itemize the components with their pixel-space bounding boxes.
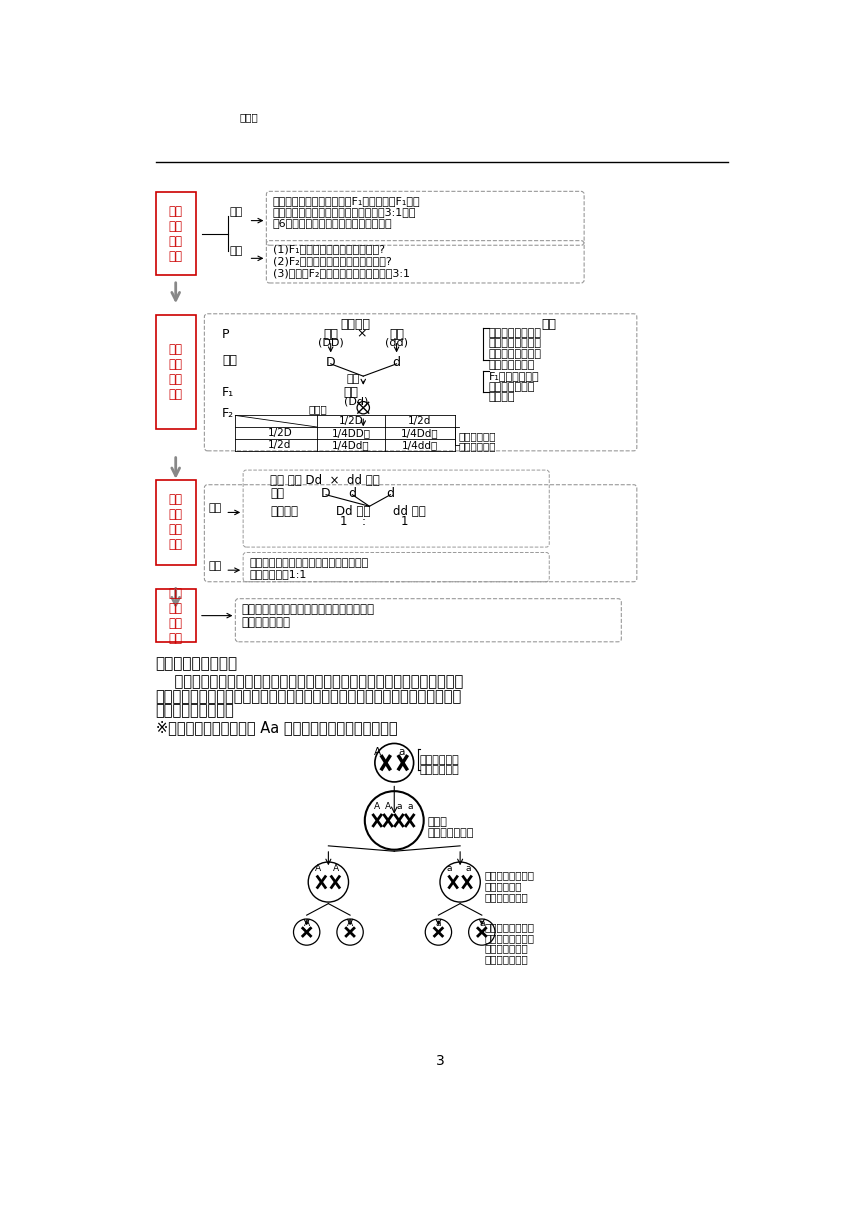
Text: 同源染色体分开，: 同源染色体分开，: [484, 871, 534, 880]
Text: 遗传图解: 遗传图解: [341, 317, 371, 331]
Text: a: a: [479, 919, 484, 928]
Text: P: P: [222, 327, 230, 340]
Text: 真实结果与预期结果一致，假说正确，得出: 真实结果与预期结果一致，假说正确，得出: [242, 603, 375, 617]
Text: 现象: 现象: [229, 207, 243, 218]
Text: 而配子中只含成: 而配子中只含成: [484, 944, 528, 953]
Text: 同源染色体上: 同源染色体上: [420, 765, 459, 775]
Text: F₁产生配子时，: F₁产生配子时，: [488, 371, 539, 381]
Text: a: a: [436, 919, 441, 928]
Text: 演绎
推理
验证
假说: 演绎 推理 验证 假说: [169, 494, 182, 551]
Text: 1/2D: 1/2D: [267, 428, 292, 438]
Text: d: d: [392, 356, 401, 370]
Text: (dd): (dd): [385, 338, 408, 348]
Text: (1)F₁全为高茎，矮茎哪里去了呢?: (1)F₁全为高茎，矮茎哪里去了呢?: [273, 244, 384, 254]
Text: :: :: [362, 514, 366, 528]
Text: 子中其成单存在: 子中其成单存在: [488, 360, 535, 370]
Text: 观察
现象
提出
问题: 观察 现象 提出 问题: [169, 204, 182, 263]
Text: a: a: [407, 803, 413, 811]
Text: A: A: [373, 747, 381, 756]
Text: (3)为什么F₂中高茎与矮茎的比例接近3:1: (3)为什么F₂中高茎与矮茎的比例接近3:1: [273, 268, 409, 277]
Text: 配子时，成对的遗传因子发生分离，分离后的遗传因子分别进入不同的配子中，: 配子时，成对的遗传因子发生分离，分离后的遗传因子分别进入不同的配子中，: [156, 688, 462, 704]
Text: 解释: 解释: [542, 317, 556, 331]
Text: 分析
问题
提出
假说: 分析 问题 提出 假说: [169, 343, 182, 401]
Text: 生物的性状由遗传: 生物的性状由遗传: [488, 327, 542, 338]
Text: 配子随机结合: 配子随机结合: [458, 441, 496, 451]
Text: a: a: [399, 747, 405, 756]
Text: 测交后代: 测交后代: [270, 505, 298, 518]
Text: 测交 高茎 Dd  ×  dd 矮茎: 测交 高茎 Dd × dd 矮茎: [270, 474, 380, 486]
Bar: [156, 315, 196, 429]
Text: A: A: [347, 919, 353, 928]
Text: 矮茎: 矮茎: [389, 327, 404, 340]
Text: 1/2d: 1/2d: [268, 440, 292, 450]
Text: 雌配子: 雌配子: [239, 112, 258, 123]
Text: ※下图表示一个基因型为 Aa 的性原细胞产生配子的过程：: ※下图表示一个基因型为 Aa 的性原细胞产生配子的过程：: [156, 720, 397, 736]
Text: A: A: [385, 803, 391, 811]
Text: 减数第一次分裂: 减数第一次分裂: [427, 828, 474, 838]
Text: 分析
结果
得出
结论: 分析 结果 得出 结论: [169, 586, 182, 644]
Text: 四、分离定律的实质: 四、分离定律的实质: [156, 657, 237, 671]
Bar: [156, 480, 196, 564]
Text: d: d: [386, 488, 395, 500]
Text: 等位基因位于: 等位基因位于: [420, 755, 459, 765]
Text: 后代中高茎植株和矮茎植株的比例约为3:1，其: 后代中高茎植株和矮茎植株的比例约为3:1，其: [273, 207, 416, 216]
Text: 高茎豌豆与矮茎豌豆杂交，F₁全为高茎，F₁自交: 高茎豌豆与矮茎豌豆杂交，F₁全为高茎，F₁自交: [273, 196, 421, 206]
Text: 减数第二次分裂: 减数第二次分裂: [484, 893, 528, 902]
Text: 中其成对存在，配: 中其成对存在，配: [488, 349, 542, 359]
Text: 1/4dd矮: 1/4dd矮: [402, 440, 438, 450]
Text: Dd 高茎: Dd 高茎: [336, 505, 371, 518]
Bar: [156, 590, 196, 642]
Text: 演绎: 演绎: [208, 503, 222, 513]
Text: dd 矮茎: dd 矮茎: [393, 505, 426, 518]
Text: 在生物的体细胞中，控制同一性状的遗传因子成对存在，不相融合；在形成: 在生物的体细胞中，控制同一性状的遗传因子成对存在，不相融合；在形成: [156, 674, 463, 689]
Text: 受精: 受精: [347, 373, 359, 384]
Text: 1/2d: 1/2d: [408, 416, 432, 426]
Text: 问题: 问题: [229, 246, 243, 255]
Text: 基因的分离定律: 基因的分离定律: [242, 617, 291, 630]
Text: D: D: [322, 488, 331, 500]
Bar: [156, 192, 196, 275]
Text: 彼此分离: 彼此分离: [488, 393, 515, 402]
Text: A: A: [374, 803, 380, 811]
Text: 3: 3: [436, 1054, 445, 1068]
Text: ×: ×: [356, 327, 367, 340]
Text: 验证: 验证: [208, 562, 222, 572]
Text: 1/4Dd高: 1/4Dd高: [401, 428, 439, 438]
Text: a: a: [465, 865, 470, 873]
Text: 株的比例接近1:1: 株的比例接近1:1: [249, 569, 307, 579]
Text: a: a: [446, 865, 452, 873]
Text: A: A: [315, 865, 321, 873]
Text: 高茎: 高茎: [344, 387, 359, 399]
Text: 实际结果：测交后代中高茎植株与矮茎植: 实际结果：测交后代中高茎植株与矮茎植: [249, 558, 369, 568]
Text: A: A: [304, 919, 310, 928]
Text: 色体中的一条，因: 色体中的一条，因: [484, 933, 534, 942]
Text: 配子: 配子: [270, 488, 285, 500]
Text: 雄配子: 雄配子: [309, 404, 328, 413]
Text: 成对的遗传因子: 成对的遗传因子: [488, 382, 535, 392]
Text: 因子决定，体细胞: 因子决定，体细胞: [488, 338, 542, 349]
Text: 高茎: 高茎: [323, 327, 338, 340]
Text: 1: 1: [401, 514, 408, 528]
Text: 受精时，雌雄: 受精时，雌雄: [458, 432, 496, 441]
Text: 1/4Dd高: 1/4Dd高: [332, 440, 370, 450]
Text: 1/2D: 1/2D: [339, 416, 363, 426]
Text: 四分体: 四分体: [427, 817, 447, 827]
Text: F₁: F₁: [222, 387, 234, 399]
Text: 1: 1: [340, 514, 347, 528]
Text: D: D: [326, 356, 335, 370]
Text: 随配子遗传给后代。: 随配子遗传给后代。: [156, 703, 234, 719]
Text: 配子: 配子: [222, 354, 237, 367]
Text: d: d: [348, 488, 356, 500]
Text: (DD): (DD): [318, 338, 344, 348]
Text: F₂: F₂: [222, 407, 234, 420]
Text: 对基因中的一个: 对基因中的一个: [484, 955, 528, 964]
Text: 他6对相对性状的杂交实验结果均为如此: 他6对相对性状的杂交实验结果均为如此: [273, 218, 392, 227]
Text: (2)F₂中矮茎又出现了，说明了什么?: (2)F₂中矮茎又出现了，说明了什么?: [273, 257, 391, 266]
Text: a: a: [396, 803, 402, 811]
Text: 等位基因分离: 等位基因分离: [484, 882, 522, 891]
Text: 配子中只含同源染: 配子中只含同源染: [484, 922, 534, 933]
Text: (Dd): (Dd): [344, 396, 368, 407]
Text: A: A: [333, 865, 339, 873]
Text: 1/4DD高: 1/4DD高: [331, 428, 371, 438]
